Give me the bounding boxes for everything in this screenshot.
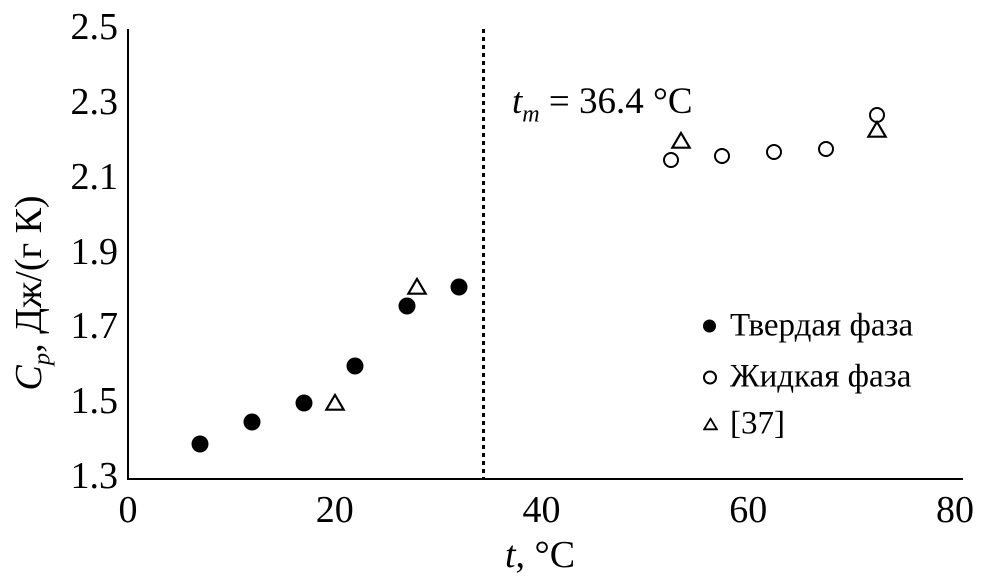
data-point-liquid-phase (817, 140, 834, 157)
x-tick-label: 80 (936, 489, 974, 531)
melting-point-dotted-line (482, 29, 486, 479)
x-tick-label: 40 (522, 489, 561, 531)
data-point-ref-37 (670, 131, 692, 150)
data-point-solid-phase (346, 357, 364, 375)
x-axis-line (127, 478, 963, 480)
filled-circle-icon (703, 319, 716, 333)
legend-label-solid-phase: Твердая фаза (730, 307, 914, 344)
legend-item-liquid-phase: Жидкая фаза (703, 359, 911, 396)
legend-item-ref-37: [37] (703, 406, 785, 443)
annotation-symbol: t (512, 81, 523, 122)
melting-temperature-annotation: tm = 36.4 °C (512, 80, 693, 126)
open-triangle-icon (703, 417, 718, 431)
y-tick-label: 2.3 (70, 81, 119, 124)
data-point-ref-37 (324, 393, 346, 411)
legend-marker-box (703, 417, 730, 431)
data-point-solid-phase (191, 435, 209, 453)
x-tick-label: 0 (118, 489, 138, 531)
x-tick-label: 20 (315, 489, 354, 531)
legend-marker-box (703, 370, 730, 384)
x-tick-label: 60 (729, 489, 768, 531)
x-axis-title-units: , °C (515, 534, 576, 576)
x-axis-title: t, °C (505, 533, 575, 577)
legend-label-ref-37: [37] (730, 405, 785, 442)
y-axis-title-subscript: p (28, 352, 56, 366)
data-point-solid-phase (243, 413, 261, 431)
annotation-value: = 36.4 °C (539, 81, 693, 122)
y-tick-label: 2.1 (70, 155, 119, 198)
y-tick-label: 1.5 (70, 380, 119, 423)
y-axis-title: Cp, Дж/(г К) (7, 195, 56, 390)
y-tick-label: 2.5 (70, 6, 119, 49)
y-tick-label: 1.3 (70, 455, 119, 498)
data-point-solid-phase (295, 394, 313, 412)
legend-item-solid-phase: Твердая фаза (703, 308, 913, 345)
legend-label-liquid-phase: Жидкая фаза (730, 358, 912, 395)
y-tick-label: 1.7 (70, 305, 119, 348)
data-point-liquid-phase (662, 151, 679, 168)
data-point-ref-37 (406, 277, 428, 295)
x-axis-title-symbol: t (504, 534, 516, 576)
y-axis-line (127, 29, 129, 480)
data-point-liquid-phase (714, 148, 731, 165)
open-circle-icon (703, 370, 717, 384)
legend-marker-box (703, 319, 730, 333)
data-point-solid-phase (450, 278, 468, 296)
data-point-solid-phase (398, 297, 416, 315)
y-tick-label: 1.9 (70, 230, 119, 273)
data-point-liquid-phase (766, 144, 783, 161)
data-point-ref-37 (866, 120, 888, 138)
annotation-subscript: m (522, 101, 540, 128)
